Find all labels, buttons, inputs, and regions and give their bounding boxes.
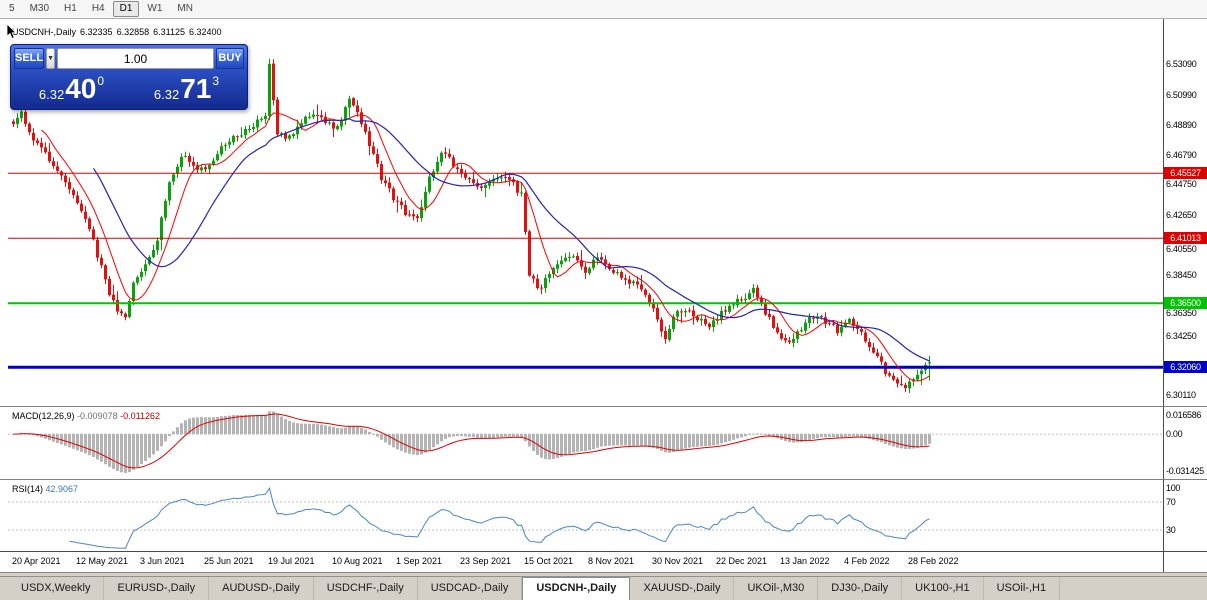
buy-price: 6.32 71 3 — [129, 72, 244, 106]
chart-tab-audusd[interactable]: AUDUSD-,Daily — [209, 577, 314, 600]
chart-tab-usdcnh[interactable]: USDCNH-,Daily — [522, 577, 631, 600]
chart-title: USDCNH-,Daily 6.32335 6.32858 6.31125 6.3240… — [12, 27, 226, 37]
chart-tab-uk100[interactable]: UK100-,H1 — [902, 577, 984, 600]
high-value: 6.32858 — [116, 27, 150, 37]
volume-dropdown-button[interactable]: ▼ — [46, 48, 56, 69]
rsi-label: RSI(14) 42.9067 — [12, 484, 78, 494]
date-axis-label: 20 Apr 2021 — [12, 556, 61, 566]
price-axis-label: 6.38450 — [1166, 270, 1197, 281]
date-axis-label: 4 Feb 2022 — [844, 556, 890, 566]
chart-tab-eurusd[interactable]: EURUSD-,Daily — [104, 577, 210, 600]
buy-price-big-digits: 71 — [180, 73, 212, 104]
timeframe-w1[interactable]: W1 — [147, 3, 163, 14]
timeframe-toolbar: 5 M30 H1 H4 D1 W1 MN — [0, 0, 1207, 19]
sell-price: 6.32 40 0 — [14, 72, 129, 106]
macd-signal-value: -0.011262 — [120, 411, 160, 421]
chart-tab-usoil[interactable]: USOil-,H1 — [984, 577, 1061, 600]
one-click-trading-panel: SELL ▼ BUY 6.32 40 0 6.32 71 3 — [10, 44, 248, 110]
macd-axis-zero: 0.00 — [1166, 429, 1183, 439]
rsi-axis-30: 30 — [1166, 525, 1176, 535]
date-axis-divider — [0, 551, 1207, 552]
trade-prices-row: 6.32 40 0 6.32 71 3 — [14, 72, 244, 106]
trade-controls-row: SELL ▼ BUY — [14, 48, 244, 69]
price-level-badge: 6.36500 — [1164, 297, 1207, 310]
timeframe-mn[interactable]: MN — [177, 3, 193, 14]
pane-separator-macd[interactable] — [0, 406, 1207, 407]
date-axis-label: 1 Sep 2021 — [396, 556, 443, 566]
date-axis-label: 10 Aug 2021 — [332, 556, 383, 566]
rsi-value: 42.9067 — [45, 484, 79, 494]
date-axis-label: 8 Nov 2021 — [588, 556, 635, 566]
price-axis-label: 6.30110 — [1166, 390, 1196, 401]
low-value: 6.31125 — [153, 27, 185, 37]
price-axis-label: 6.34250 — [1166, 330, 1197, 341]
macd-main-value: -0.009078 — [77, 411, 118, 421]
macd-axis-min: -0.031425 — [1166, 466, 1204, 476]
chart-tab-usdx[interactable]: USDX,Weekly — [8, 577, 105, 600]
timeframe-m30[interactable]: M30 — [29, 3, 50, 14]
rsi-axis-70: 70 — [1166, 497, 1176, 507]
price-chart-canvas[interactable] — [8, 20, 1163, 406]
rsi-axis-100: 100 — [1166, 483, 1181, 493]
sell-price-prefix: 6.32 — [38, 87, 65, 102]
buy-price-prefix: 6.32 — [153, 87, 180, 102]
timeframe-h1[interactable]: H1 — [64, 3, 77, 14]
rsi-name: RSI(14) — [12, 484, 44, 494]
date-axis-label: 19 Jul 2021 — [268, 556, 315, 566]
price-level-badge: 6.41013 — [1164, 232, 1207, 245]
rsi-indicator-canvas[interactable] — [8, 481, 1163, 551]
chart-tabs-bar: USDX,Weekly EURUSD-,Daily AUDUSD-,Daily USD… — [0, 576, 1207, 600]
price-axis-label: 6.44750 — [1166, 179, 1197, 190]
date-axis-label: 23 Sep 2021 — [460, 556, 512, 566]
chart-tab-ukoil[interactable]: UKOil-,M30 — [734, 577, 819, 600]
price-axis-label: 6.36350 — [1166, 308, 1197, 319]
symbol-period-label: USDCNH-,Daily — [12, 27, 77, 37]
macd-indicator-canvas[interactable] — [8, 408, 1163, 479]
date-axis-label: 22 Dec 2021 — [716, 556, 768, 566]
sell-button[interactable]: SELL — [14, 48, 45, 69]
pane-separator-rsi[interactable] — [0, 479, 1207, 480]
chart-bottom-border — [0, 572, 1207, 573]
chevron-down-icon: ▼ — [47, 55, 55, 62]
buy-price-pip: 3 — [212, 74, 220, 88]
date-axis-label: 12 May 2021 — [76, 556, 129, 566]
chart-tab-usdchf[interactable]: USDCHF-,Daily — [314, 577, 418, 600]
price-axis-label: 6.53090 — [1166, 59, 1197, 70]
chart-tab-dj30[interactable]: DJ30-,Daily — [818, 577, 903, 600]
date-axis-label: 25 Jun 2021 — [204, 556, 254, 566]
date-axis-label: 13 Jan 2022 — [780, 556, 830, 566]
close-value: 6.32400 — [188, 27, 222, 37]
timeframe-h4[interactable]: H4 — [91, 3, 105, 14]
buy-button[interactable]: BUY — [216, 48, 244, 69]
price-axis-label: 6.48890 — [1166, 119, 1197, 130]
price-axis-label: 6.46790 — [1166, 150, 1197, 161]
price-level-badge: 6.45527 — [1164, 167, 1207, 180]
macd-axis-max: 0.016586 — [1166, 410, 1202, 420]
chart-tab-usdcad[interactable]: USDCAD-,Daily — [418, 577, 523, 600]
date-axis-label: 30 Nov 2021 — [652, 556, 704, 566]
chart-tab-xauusd[interactable]: XAUUSD-,Daily — [630, 577, 735, 600]
date-axis-label: 3 Jun 2021 — [140, 556, 185, 566]
mouse-cursor-icon — [6, 24, 17, 40]
price-axis-label: 6.50990 — [1166, 89, 1197, 100]
volume-input[interactable] — [57, 48, 215, 69]
price-level-badge: 6.32060 — [1164, 361, 1207, 374]
macd-name: MACD(12,26,9) — [12, 411, 75, 421]
sell-price-big-digits: 40 — [65, 73, 97, 104]
price-axis-label: 6.42650 — [1166, 209, 1197, 220]
macd-label: MACD(12,26,9) -0.009078 -0.011262 — [12, 411, 160, 421]
date-axis-label: 28 Feb 2022 — [908, 556, 959, 566]
price-axis-label: 6.40550 — [1166, 243, 1197, 254]
sell-price-pip: 0 — [97, 74, 105, 88]
timeframe-5[interactable]: 5 — [9, 3, 15, 14]
open-value: 6.32335 — [80, 27, 113, 37]
date-axis-label: 15 Oct 2021 — [524, 556, 574, 566]
timeframe-d1[interactable]: D1 — [112, 1, 140, 17]
